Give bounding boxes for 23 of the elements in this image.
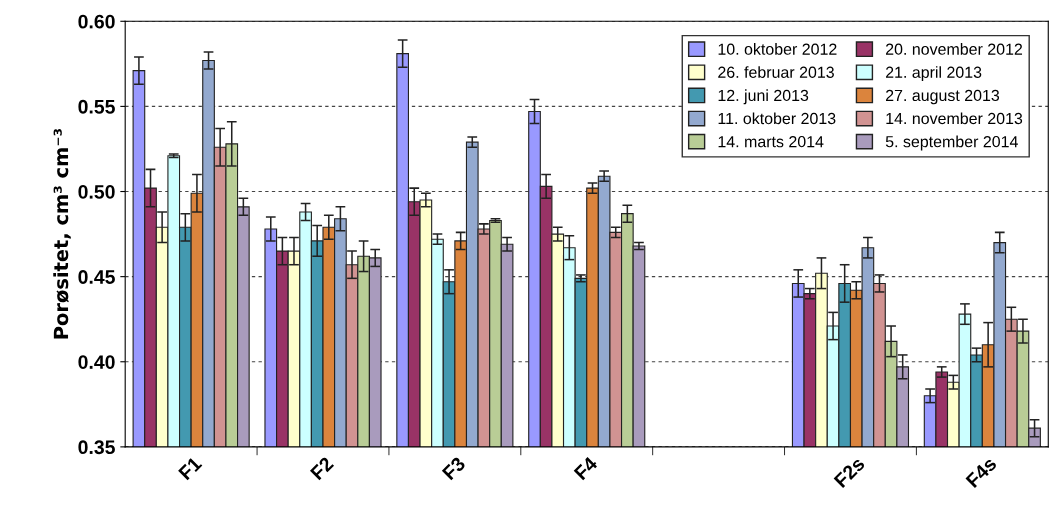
x-tick-label: F4 bbox=[573, 455, 599, 481]
y-tick-label: 0.55 bbox=[78, 99, 115, 114]
y-tick-label: 0.40 bbox=[78, 355, 115, 369]
legend-label: 12. juni 2013 bbox=[718, 89, 809, 105]
legend-label: 21. april 2013 bbox=[886, 66, 982, 82]
legend-label: 10. oktober 2012 bbox=[718, 43, 837, 55]
legend-label: 11. oktober 2013 bbox=[718, 112, 836, 125]
y-tick-label: 0.35 bbox=[78, 440, 115, 455]
x-tick-label: F2s bbox=[833, 456, 866, 489]
legend-label: 14. november 2013 bbox=[886, 112, 1023, 125]
legend-label: 14. marts 2014 bbox=[718, 135, 824, 148]
y-tick-label: 0.60 bbox=[78, 14, 115, 29]
legend-label: 20. november 2012 bbox=[886, 43, 1023, 55]
x-tick-label: F1 bbox=[178, 456, 203, 481]
x-tick-label: F4s bbox=[965, 456, 998, 489]
legend-label: 5. september 2014 bbox=[885, 135, 1018, 151]
legend-label: 26. februar 2013 bbox=[718, 66, 834, 78]
x-tick-label: F2 bbox=[309, 456, 335, 481]
y-tick-label: 0.50 bbox=[78, 184, 115, 199]
y-tick-label: 0.45 bbox=[78, 270, 115, 284]
x-tick-label: F3 bbox=[441, 456, 467, 481]
legend-label: 27. august 2013 bbox=[886, 89, 1000, 105]
y-axis-title: Porøsitet, cm³ cm⁻³ bbox=[53, 128, 71, 339]
